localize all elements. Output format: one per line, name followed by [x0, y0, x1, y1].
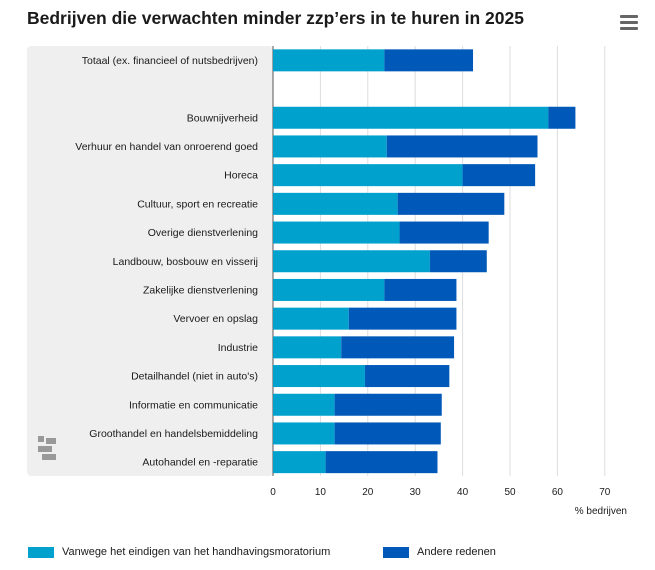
- category-label-zakelijke-dienstverlening: Zakelijke dienstverlening: [143, 284, 258, 296]
- x-axis-label: % bedrijven: [575, 506, 627, 517]
- bar-andere-redenen-vervoer-en-opslag[interactable]: [348, 307, 457, 330]
- x-tick-label: 20: [362, 487, 374, 498]
- bar-andere-redenen-zakelijke-dienstverlening[interactable]: [384, 278, 457, 301]
- legend-label-moratorium: Vanwege het eindigen van het handhavings…: [62, 546, 331, 558]
- legend-swatch-andere-redenen: [383, 546, 409, 558]
- x-tick-label: 30: [410, 487, 422, 498]
- bar-andere-redenen-informatie-en-communicatie[interactable]: [334, 393, 442, 416]
- bar-moratorium-landbouw-bosbouw-en-visserij[interactable]: [273, 250, 430, 273]
- bar-moratorium-vervoer-en-opslag[interactable]: [273, 307, 349, 330]
- bar-moratorium-autohandel-en-reparatie[interactable]: [273, 451, 326, 474]
- category-label-overige-dienstverlening: Overige dienstverlening: [148, 227, 258, 239]
- category-label-bouwnijverheid: Bouwnijverheid: [187, 112, 258, 124]
- bar-moratorium-verhuur-en-handel-van-onroerend-goed[interactable]: [273, 135, 387, 158]
- bar-andere-redenen-autohandel-en-reparatie[interactable]: [325, 451, 438, 474]
- bar-moratorium-zakelijke-dienstverlening[interactable]: [273, 278, 385, 301]
- bar-layer: [273, 49, 576, 474]
- category-label-detailhandel-niet-in-auto-s: Detailhandel (niet in auto's): [131, 371, 258, 383]
- category-label-vervoer-en-opslag: Vervoer en opslag: [173, 313, 258, 325]
- x-tick-label: 40: [457, 487, 469, 498]
- x-tick-label: 0: [270, 487, 276, 498]
- bar-moratorium-totaal-ex-financieel-of-nutsbedrijven[interactable]: [273, 49, 385, 72]
- cbs-logo-icon: [38, 436, 56, 460]
- category-label-cultuur-sport-en-recreatie: Cultuur, sport en recreatie: [137, 198, 258, 210]
- chart-title: Bedrijven die verwachten minder zzp’ers …: [27, 8, 524, 28]
- bar-andere-redenen-cultuur-sport-en-recreatie[interactable]: [397, 192, 505, 215]
- bar-moratorium-cultuur-sport-en-recreatie[interactable]: [273, 192, 398, 215]
- category-label-landbouw-bosbouw-en-visserij: Landbouw, bosbouw en visserij: [113, 256, 258, 268]
- logo-block: [38, 436, 44, 442]
- x-axis-ticks: 0 10 20 30 40 50 60 70: [270, 487, 611, 498]
- bar-andere-redenen-overige-dienstverlening[interactable]: [399, 221, 489, 244]
- logo-block: [38, 446, 52, 452]
- category-label-panel: [27, 46, 273, 476]
- x-tick-label: 50: [504, 487, 516, 498]
- bar-andere-redenen-landbouw-bosbouw-en-visserij[interactable]: [429, 250, 487, 273]
- x-tick-label: 70: [599, 487, 611, 498]
- bar-andere-redenen-detailhandel-niet-in-auto-s[interactable]: [364, 365, 450, 388]
- logo-block: [46, 438, 56, 444]
- bar-andere-redenen-horeca[interactable]: [462, 164, 536, 187]
- category-label-informatie-en-communicatie: Informatie en communicatie: [129, 399, 258, 411]
- logo-block: [42, 454, 56, 460]
- bar-moratorium-industrie[interactable]: [273, 336, 342, 359]
- bar-andere-redenen-bouwnijverheid[interactable]: [548, 106, 576, 129]
- bar-andere-redenen-groothandel-en-handelsbemiddeling[interactable]: [334, 422, 441, 445]
- category-label-totaal-ex-financieel-of-nutsbedrijven: Totaal (ex. financieel of nutsbedrijven): [82, 55, 258, 67]
- bar-moratorium-detailhandel-niet-in-auto-s[interactable]: [273, 365, 365, 388]
- bar-andere-redenen-verhuur-en-handel-van-onroerend-goed[interactable]: [386, 135, 538, 158]
- category-label-verhuur-en-handel-van-onroerend-goed: Verhuur en handel van onroerend goed: [75, 141, 258, 153]
- category-label-industrie: Industrie: [218, 342, 258, 354]
- menu-icon[interactable]: [620, 15, 638, 31]
- legend-item-andere-redenen[interactable]: Andere redenen: [383, 546, 496, 558]
- bar-andere-redenen-industrie[interactable]: [341, 336, 455, 359]
- category-label-horeca: Horeca: [224, 170, 258, 182]
- category-label-autohandel-en-reparatie: Autohandel en -reparatie: [142, 457, 258, 469]
- bar-andere-redenen-totaal-ex-financieel-of-nutsbedrijven[interactable]: [384, 49, 474, 72]
- category-labels: Totaal (ex. financieel of nutsbedrijven)…: [75, 55, 258, 469]
- bar-moratorium-bouwnijverheid[interactable]: [273, 106, 549, 129]
- legend-item-moratorium[interactable]: Vanwege het eindigen van het handhavings…: [28, 546, 330, 558]
- legend-swatch-moratorium: [28, 546, 54, 558]
- bar-moratorium-horeca[interactable]: [273, 164, 463, 187]
- bar-moratorium-overige-dienstverlening[interactable]: [273, 221, 400, 244]
- bar-moratorium-groothandel-en-handelsbemiddeling[interactable]: [273, 422, 335, 445]
- bar-moratorium-informatie-en-communicatie[interactable]: [273, 393, 335, 416]
- x-tick-label: 60: [552, 487, 564, 498]
- legend-label-andere-redenen: Andere redenen: [417, 546, 496, 558]
- category-label-groothandel-en-handelsbemiddeling: Groothandel en handelsbemiddeling: [89, 428, 258, 440]
- x-tick-label: 10: [315, 487, 327, 498]
